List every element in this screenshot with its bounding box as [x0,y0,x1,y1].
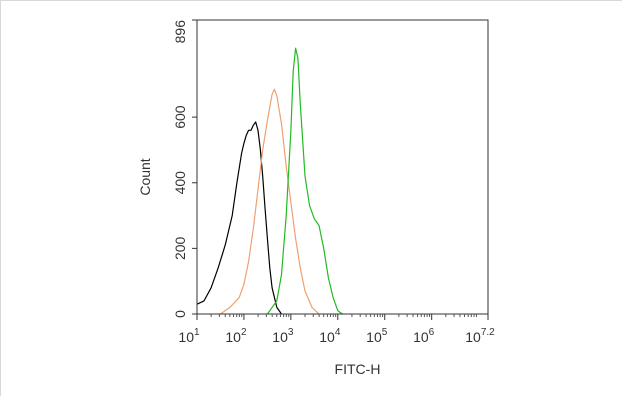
x-tick-exponent: 6 [429,327,435,338]
x-tick-base: 10 [225,329,241,345]
series-layer [196,47,343,315]
y-tick-label: 896 [172,20,188,44]
x-tick-base: 10 [319,329,335,345]
x-tick-exponent: 3 [288,327,294,338]
histogram-series-2 [220,88,320,315]
x-axis-label: FITC-H [335,361,381,377]
x-tick-base: 10 [178,329,194,345]
histogram-series-3 [266,47,343,315]
x-tick-label: 104 [319,327,341,345]
y-axis-ticks: 0 200 400 600 896 [172,19,197,318]
x-tick-exponent: 2 [241,327,247,338]
y-tick-label: 200 [172,236,188,260]
plot-area-border [196,19,489,315]
x-axis-ticks: 101 102 103 104 105 106 107.2 [178,314,495,345]
x-tick-label: 106 [413,327,435,345]
x-tick-label: 105 [366,327,388,345]
x-tick-exponent: 4 [335,327,341,338]
histogram-series-1 [196,121,282,315]
y-tick-label: 600 [172,105,188,129]
y-axis-label: Count [137,158,153,195]
x-tick-label: 107.2 [465,327,495,345]
x-tick-label: 102 [225,327,247,345]
x-tick-base: 10 [413,329,429,345]
x-tick-exponent: 5 [382,327,388,338]
x-tick-base: 10 [366,329,382,345]
x-tick-exponent: 1 [194,327,200,338]
x-tick-base: 10 [465,329,481,345]
x-tick-base: 10 [272,329,288,345]
x-tick-exponent: 7.2 [481,327,495,338]
x-tick-label: 101 [178,327,200,345]
x-tick-label: 103 [272,327,294,345]
y-tick-label: 400 [172,171,188,195]
y-tick-label: 0 [172,310,188,318]
